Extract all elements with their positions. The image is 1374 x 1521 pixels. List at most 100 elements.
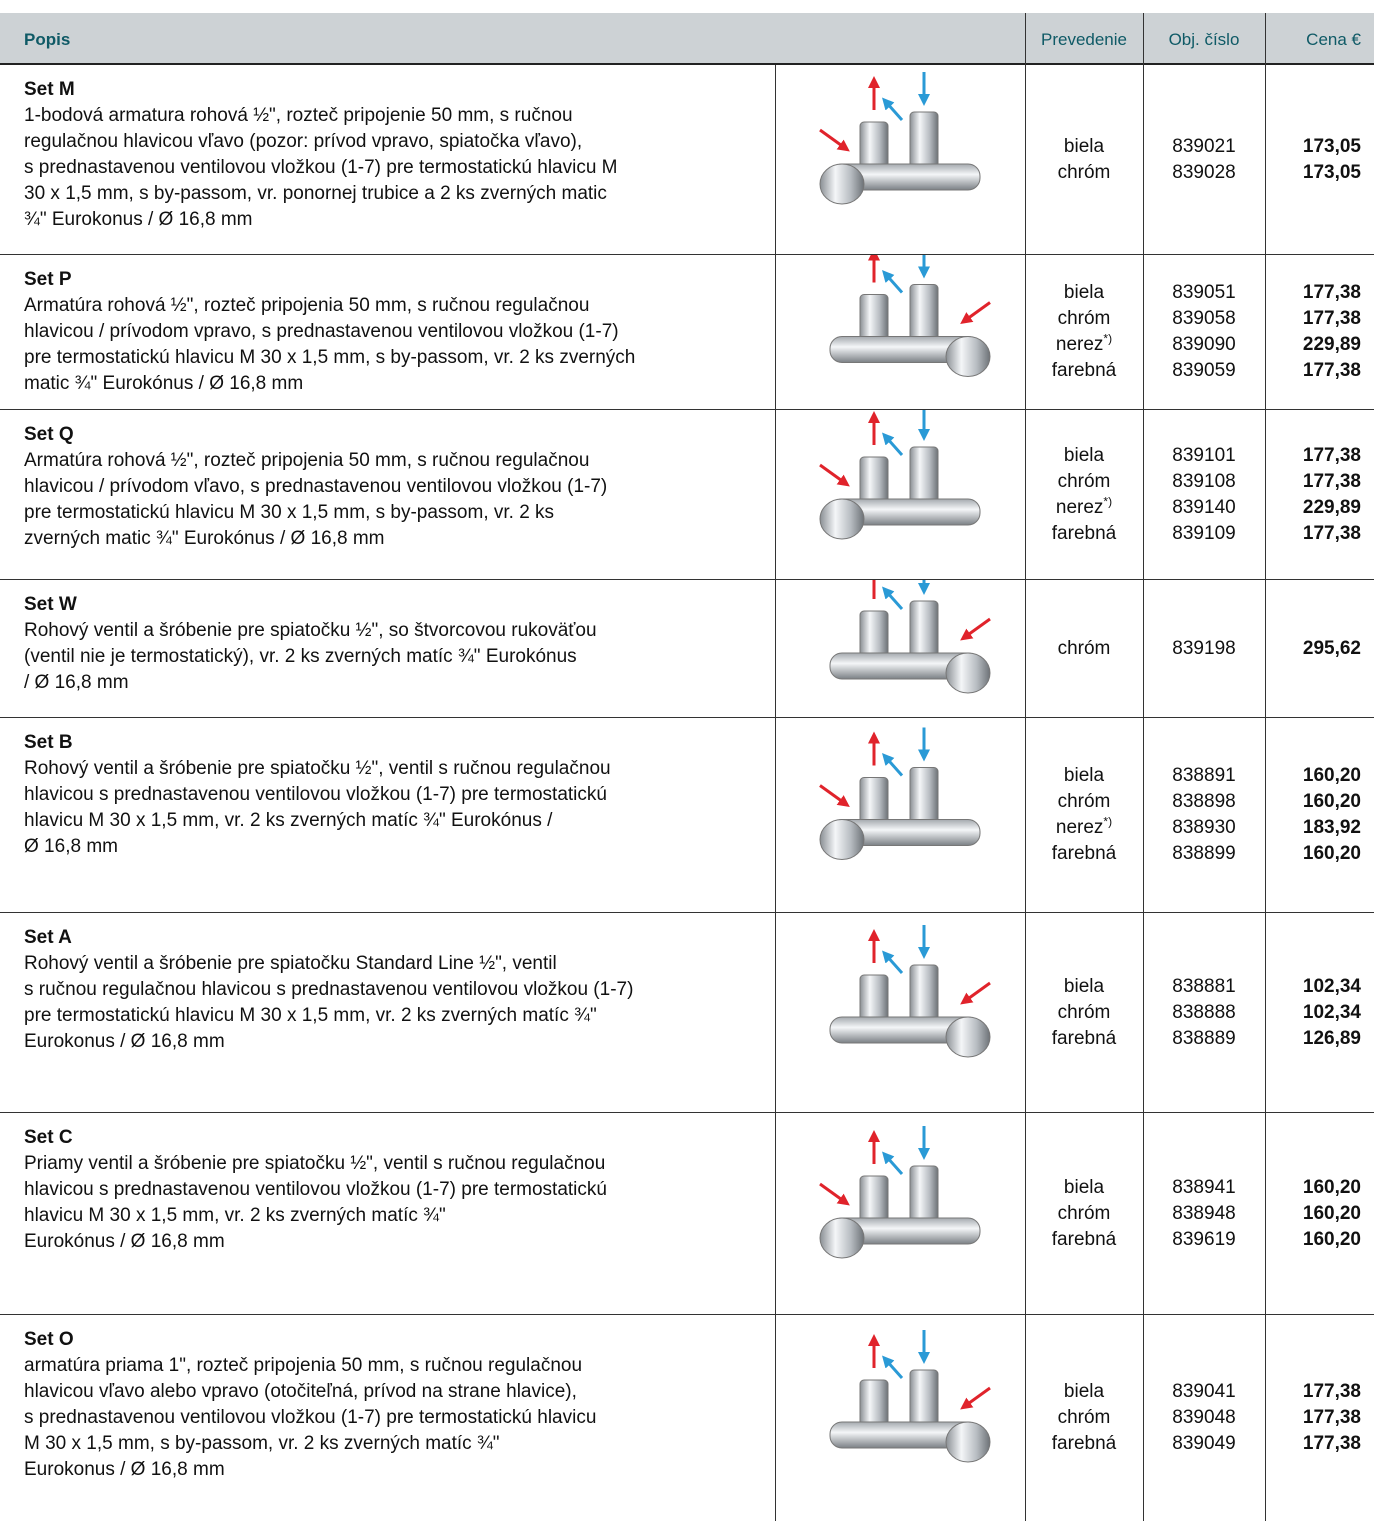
finish-name: farebná bbox=[1051, 360, 1117, 381]
header-finish: Prevedenie bbox=[1040, 30, 1127, 49]
description-line: 1-bodová armatura rohová ½", rozteč prip… bbox=[24, 105, 573, 126]
finish: chróm bbox=[1025, 1201, 1143, 1227]
finish: farebná bbox=[1025, 841, 1143, 867]
product-image bbox=[819, 410, 981, 540]
finish-column: biela chróm bbox=[1025, 65, 1143, 254]
description-line: Rohový ventil a šróbenie pre spiatočku ½… bbox=[24, 758, 611, 779]
code-column: 839021 839028 bbox=[1143, 65, 1265, 254]
finish-name: chróm bbox=[1057, 791, 1111, 812]
finish: biela bbox=[1025, 280, 1143, 306]
finish-name: chróm bbox=[1057, 470, 1111, 492]
finish-name: biela bbox=[1063, 444, 1105, 466]
finish: chróm bbox=[1025, 1000, 1143, 1026]
finish: chróm bbox=[1025, 469, 1143, 495]
set-description: Rohový ventil a šróbenie pre spiatočku ½… bbox=[24, 756, 611, 860]
price: 177,38 bbox=[1302, 444, 1361, 466]
price: 177,38 bbox=[1302, 522, 1361, 544]
price: 102,34 bbox=[1302, 975, 1361, 997]
table-row: Set W Rohový ventil a šróbenie pre spiato… bbox=[0, 580, 1374, 718]
code-column: 839101 839108 839140 839109 bbox=[1143, 410, 1265, 579]
order-code: 838888 bbox=[1172, 1001, 1236, 1023]
product-image bbox=[829, 255, 991, 377]
product-image bbox=[829, 580, 991, 694]
set-description: 1-bodová armatura rohová ½", rozteč prip… bbox=[24, 103, 618, 233]
set-title: Set C bbox=[24, 1127, 73, 1148]
column-rule bbox=[1025, 13, 1026, 1521]
finish: biela bbox=[1025, 1379, 1143, 1405]
finish-note: *) bbox=[1103, 494, 1113, 509]
finish-name: farebná bbox=[1051, 843, 1117, 864]
finish-name: biela bbox=[1063, 765, 1105, 786]
finish-name: biela bbox=[1063, 1176, 1105, 1198]
order-code: 838891 bbox=[1172, 765, 1236, 786]
price-column: 177,38 177,38 177,38 bbox=[1265, 1315, 1361, 1521]
price: 177,38 bbox=[1302, 1407, 1361, 1428]
description-line: s prednastavenou ventilovou vložkou (1-7… bbox=[24, 1407, 597, 1428]
finish-name: chróm bbox=[1057, 161, 1111, 183]
description-line: hlavicou / prívodom vpravo, s prednastav… bbox=[24, 321, 619, 342]
finish: farebná bbox=[1025, 521, 1143, 547]
finish: nerez*) bbox=[1025, 815, 1143, 841]
description-line: Eurokónus / Ø 16,8 mm bbox=[24, 1231, 225, 1252]
description-line: Armatúra rohová ½", rozteč pripojenia 50… bbox=[24, 295, 590, 316]
description-line: Rohový ventil a šróbenie pre spiatočku S… bbox=[24, 953, 557, 974]
finish: chróm bbox=[1025, 306, 1143, 332]
finish-column: biela chróm nerez*) farebná bbox=[1025, 718, 1143, 912]
finish-column: biela chróm nerez*) farebná bbox=[1025, 410, 1143, 579]
description-line: zverných matic ¾" Eurokónus / Ø 16,8 mm bbox=[24, 528, 385, 549]
price: 160,20 bbox=[1302, 843, 1361, 864]
table-row: Set C Priamy ventil a šróbenie pre spiato… bbox=[0, 1113, 1374, 1315]
description-line: M 30 x 1,5 mm, s by-passom, vr. 2 ks zve… bbox=[24, 1433, 500, 1454]
price: 173,05 bbox=[1302, 135, 1361, 157]
header-price: Cena € bbox=[1306, 30, 1361, 49]
code-column: 838881 838888 838889 bbox=[1143, 913, 1265, 1112]
table-header: Popis Prevedenie Obj. číslo Cena € bbox=[0, 13, 1374, 65]
price: 177,38 bbox=[1302, 1433, 1361, 1454]
product-image bbox=[829, 1330, 991, 1463]
order-code: 839108 bbox=[1172, 470, 1236, 492]
finish-column: biela chróm nerez*) farebná bbox=[1025, 255, 1143, 409]
set-description: Rohový ventil a šróbenie pre spiatočku S… bbox=[24, 951, 633, 1055]
finish: farebná bbox=[1025, 1431, 1143, 1457]
set-description: Armatúra rohová ½", rozteč pripojenia 50… bbox=[24, 448, 607, 552]
set-title: Set O bbox=[24, 1329, 74, 1350]
price-column: 295,62 bbox=[1265, 580, 1361, 717]
description-line: s prednastavenou ventilovou vložkou (1-7… bbox=[24, 157, 618, 178]
finish: chróm bbox=[1025, 789, 1143, 815]
order-code: 839109 bbox=[1172, 522, 1236, 544]
finish-name: chróm bbox=[1057, 1001, 1111, 1023]
product-image bbox=[819, 72, 981, 205]
price: 126,89 bbox=[1302, 1027, 1361, 1049]
finish: nerez*) bbox=[1025, 495, 1143, 521]
order-code: 838930 bbox=[1172, 817, 1236, 838]
set-title: Set W bbox=[24, 594, 77, 615]
table-row: Set A Rohový ventil a šróbenie pre spiato… bbox=[0, 913, 1374, 1113]
product-image bbox=[819, 1126, 981, 1259]
column-rule bbox=[1265, 13, 1266, 1521]
set-title: Set A bbox=[24, 927, 72, 948]
set-title: Set Q bbox=[24, 424, 74, 445]
code-column: 839198 bbox=[1143, 580, 1265, 717]
header-code: Obj. číslo bbox=[1168, 30, 1240, 49]
table-row: Set P Armatúra rohová ½", rozteč pripojen… bbox=[0, 255, 1374, 410]
order-code: 839140 bbox=[1172, 496, 1236, 518]
description-line: pre termostatickú hlavicu M 30 x 1,5 mm,… bbox=[24, 347, 636, 368]
finish-name: nerez bbox=[1055, 334, 1104, 355]
finish-note: *) bbox=[1103, 814, 1113, 829]
finish: nerez*) bbox=[1025, 332, 1143, 358]
description-line: Ø 16,8 mm bbox=[24, 836, 118, 857]
price-column: 173,05 173,05 bbox=[1265, 65, 1361, 254]
description-line: hlavicu M 30 x 1,5 mm, vr. 2 ks zverných… bbox=[24, 810, 553, 831]
order-code: 838899 bbox=[1172, 843, 1236, 864]
finish-name: biela bbox=[1063, 282, 1105, 303]
price: 160,20 bbox=[1302, 1202, 1361, 1224]
finish-column: biela chróm farebná bbox=[1025, 913, 1143, 1112]
description-line: ¾" Eurokonus / Ø 16,8 mm bbox=[24, 209, 253, 230]
code-column: 839051 839058 839090 839059 bbox=[1143, 255, 1265, 409]
order-code: 839059 bbox=[1172, 360, 1236, 381]
finish: biela bbox=[1025, 974, 1143, 1000]
set-description: armatúra priama 1", rozteč pripojenia 50… bbox=[24, 1353, 596, 1483]
finish-name: farebná bbox=[1051, 1228, 1117, 1250]
finish: farebná bbox=[1025, 358, 1143, 384]
description-line: regulačnou hlavicou vľavo (pozor: prívod… bbox=[24, 131, 583, 152]
